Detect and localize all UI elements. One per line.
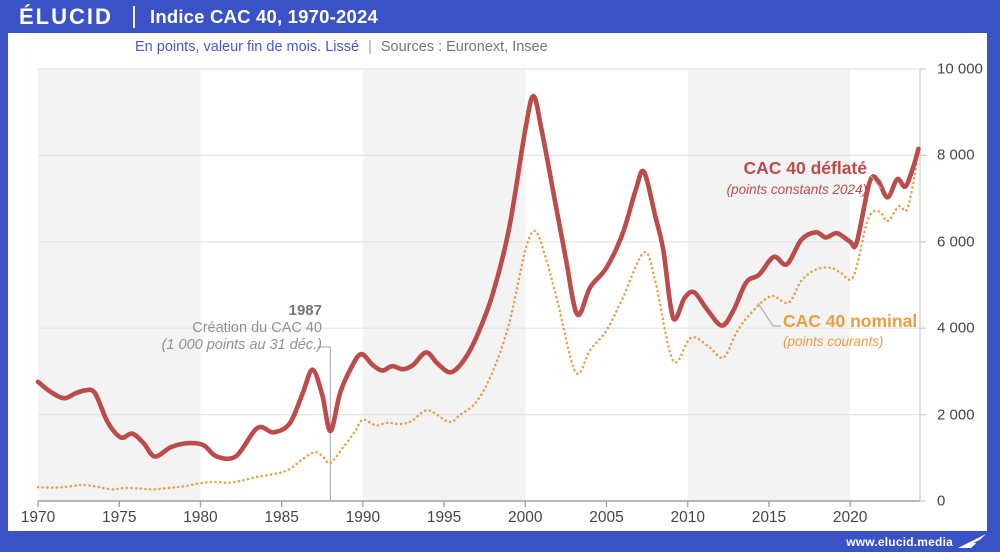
y-axis-label: 4 000 <box>937 319 975 337</box>
x-axis-label: 1980 <box>183 509 218 526</box>
series-label-nominal-sub: (points courants) <box>783 334 884 349</box>
elucid-logo: ÉLUCID <box>19 3 113 29</box>
series-label-nominal-name: CAC 40 nominal <box>783 311 918 331</box>
footer-url-link[interactable]: www.elucid.media <box>846 535 953 549</box>
annotation-1987: 1987 Création du CAC 40 (1 000 points au… <box>162 302 322 355</box>
annotation-1987-line2: (1 000 points au 31 déc.) <box>161 337 322 353</box>
x-axis-label: 2020 <box>832 509 868 526</box>
footer-bar <box>0 531 1000 552</box>
page-title: Indice CAC 40, 1970-2024 <box>150 5 378 27</box>
nominal-callout-line <box>757 302 781 327</box>
decade-band <box>362 69 526 501</box>
series-label-deflate-sub: (points constants 2024) <box>726 182 867 197</box>
frame-border-right <box>987 0 1000 552</box>
series-line-deflate <box>35 93 921 462</box>
y-axis-label: 2 000 <box>937 406 975 424</box>
y-axis-label: 6 000 <box>937 233 975 251</box>
sources-label: Sources : Euronext, Insee <box>380 39 548 55</box>
x-axis-label: 1975 <box>101 509 137 526</box>
series-label-deflate: CAC 40 déflaté (points constants 2024) <box>727 158 867 197</box>
subtitle-row: En points, valeur fin de mois. Lissé | S… <box>135 36 548 58</box>
header-divider <box>133 5 135 28</box>
x-axis-label: 2005 <box>589 509 624 526</box>
frame-border-left <box>0 0 8 552</box>
y-axis-label: 0 <box>937 492 946 510</box>
series-label-deflate-name: CAC 40 déflaté <box>743 158 867 178</box>
x-axis-label: 1990 <box>345 509 381 526</box>
x-axis-label: 1995 <box>426 509 462 526</box>
series-line-nominal <box>36 145 920 491</box>
decade-band <box>38 69 201 501</box>
x-axis-label: 1985 <box>264 509 299 526</box>
x-axis-label: 2010 <box>670 509 705 526</box>
series-label-nominal: CAC 40 nominal (points courants) <box>783 311 917 349</box>
elucid-flag-icon <box>958 534 986 548</box>
decade-band <box>687 69 851 501</box>
y-axis-label: 8 000 <box>937 146 975 164</box>
x-axis-label: 2000 <box>508 509 543 526</box>
annotation-1987-year: 1987 <box>288 302 322 319</box>
subtitle-separator: | <box>368 39 372 55</box>
deflate-callout-line <box>870 175 882 190</box>
header-bar: ÉLUCID Indice CAC 40, 1970-2024 <box>0 0 1000 33</box>
x-axis-label: 1970 <box>20 509 56 526</box>
x-axis-label: 2015 <box>751 509 787 526</box>
chart-subtitle: En points, valeur fin de mois. Lissé <box>135 39 360 55</box>
y-axis-label: 10 000 <box>937 60 983 78</box>
annotation-1987-line1: Création du CAC 40 <box>192 319 322 336</box>
